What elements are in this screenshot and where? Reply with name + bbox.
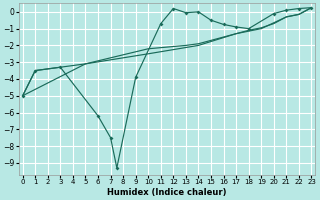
X-axis label: Humidex (Indice chaleur): Humidex (Indice chaleur) [107, 188, 227, 197]
